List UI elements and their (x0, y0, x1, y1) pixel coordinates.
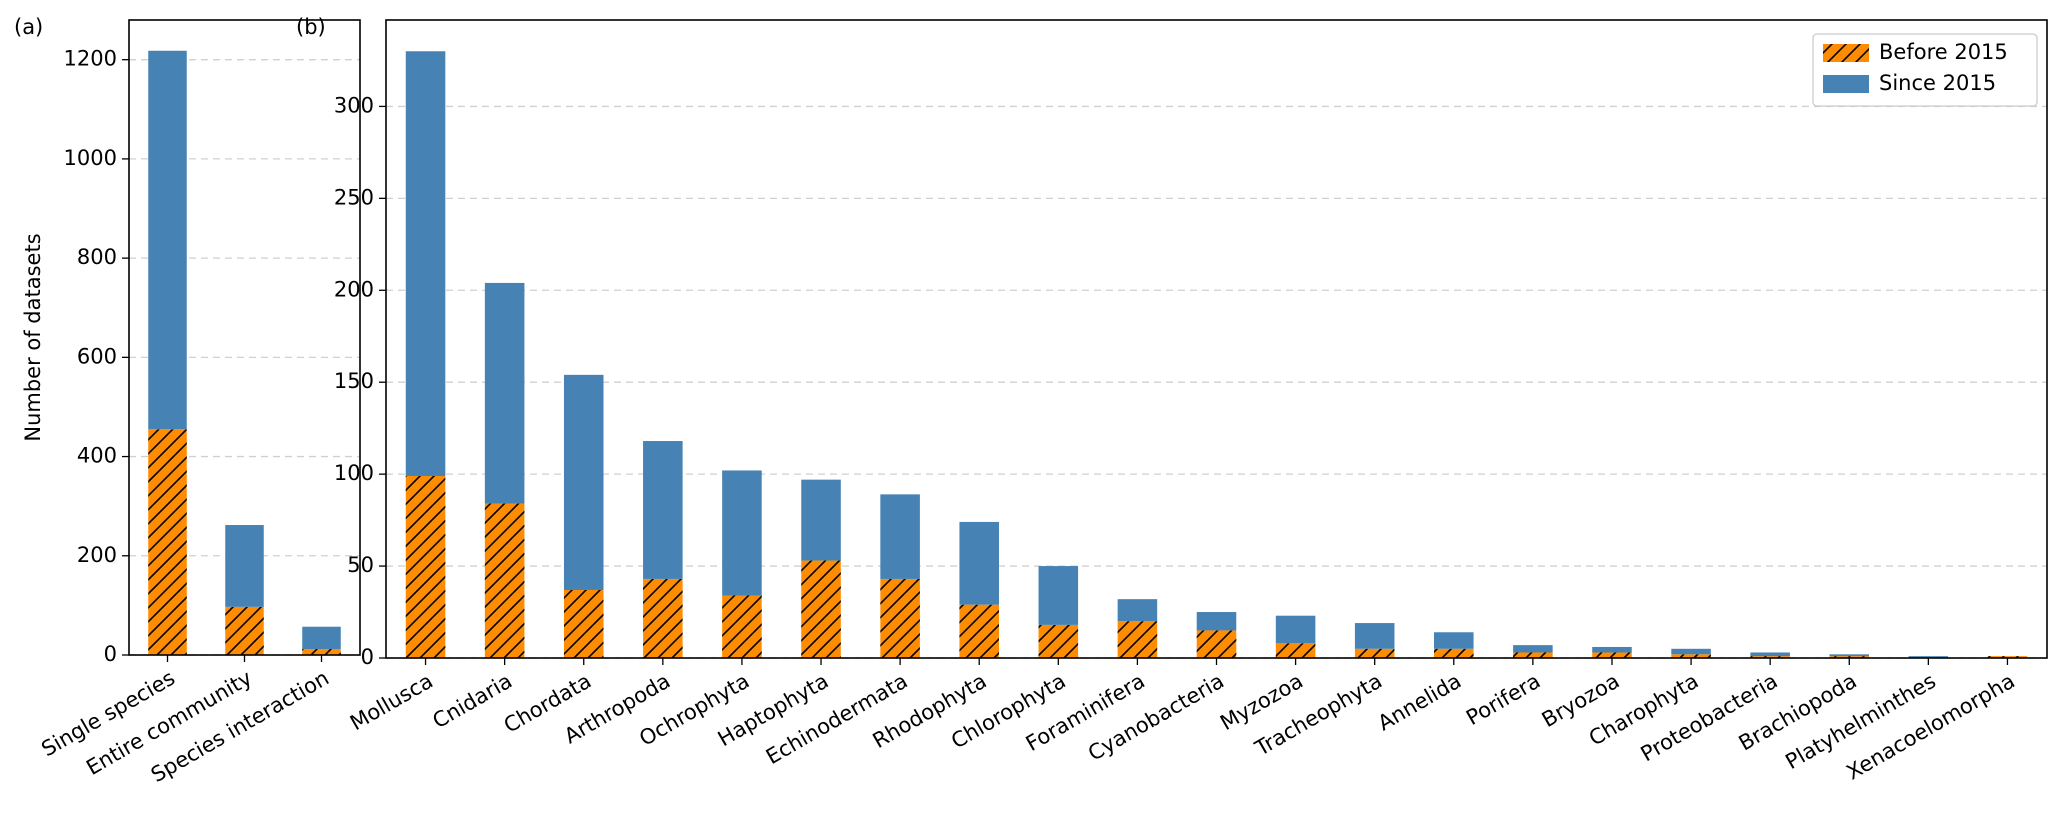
y-tick-label: 600 (77, 344, 117, 368)
bar-segment (1829, 654, 1870, 657)
bar-segment (405, 51, 446, 476)
bar-hatch (405, 475, 446, 658)
y-tick-label: 100 (334, 461, 374, 485)
axes-frame (385, 19, 2048, 659)
legend-swatch (1823, 75, 1869, 93)
y-tick-label: 400 (77, 444, 117, 468)
bar-hatch (880, 578, 920, 658)
bar-hatch (1592, 652, 1632, 658)
bar-segment (1908, 656, 1949, 658)
panel-label: (b) (296, 15, 326, 39)
bar-segment (1196, 612, 1237, 631)
bar-segment (1750, 652, 1790, 657)
bar-segment (484, 282, 525, 504)
bar-hatch (1275, 643, 1316, 658)
x-tick-label: Cyanobacteria (1084, 669, 1228, 766)
bar-segment (880, 494, 920, 579)
bar-hatch (1434, 648, 1474, 658)
bar-segment (225, 525, 264, 607)
y-tick-label: 1200 (64, 47, 117, 71)
legend-label: Before 2015 (1879, 40, 2008, 64)
y-axis-label: Number of datasets (21, 233, 45, 441)
y-tick-label: 0 (104, 642, 117, 666)
legend-hatch (1823, 44, 1869, 62)
bar-segment (1354, 623, 1395, 649)
bar-segment (1592, 646, 1632, 653)
bar-hatch (225, 606, 264, 655)
bar-hatch (643, 578, 683, 658)
bar-hatch (1354, 648, 1395, 658)
y-tick-label: 200 (77, 543, 117, 567)
y-tick-label: 250 (334, 185, 374, 209)
bar-segment (1117, 599, 1158, 622)
bar-hatch (302, 649, 341, 655)
bar-hatch (1987, 656, 2028, 658)
bar-hatch (1513, 652, 1553, 658)
bar-segment (801, 479, 841, 561)
panel-label: (a) (14, 15, 43, 39)
bar-segment (302, 626, 341, 650)
bar-segment (643, 441, 683, 579)
x-tick-label: Annelida (1374, 669, 1465, 736)
bar-hatch (1038, 624, 1079, 658)
bar-hatch (722, 595, 762, 658)
legend-label: Since 2015 (1879, 71, 1996, 95)
bar-hatch (1829, 656, 1870, 658)
bar-hatch (148, 429, 187, 655)
x-tick-label: Mollusca (346, 669, 437, 735)
y-tick-label: 50 (347, 553, 374, 577)
y-tick-label: 1000 (64, 146, 117, 170)
y-tick-label: 800 (77, 245, 117, 269)
bar-segment (1275, 615, 1316, 644)
bar-segment (563, 374, 604, 590)
bar-hatch (801, 560, 841, 658)
bar-hatch (1750, 656, 1790, 658)
bar-segment (1671, 648, 1711, 655)
bar-hatch (1671, 654, 1711, 658)
y-tick-label: 200 (334, 277, 374, 301)
y-tick-label: 150 (334, 369, 374, 393)
bar-segment (1513, 645, 1553, 653)
bar-segment (148, 50, 187, 430)
y-tick-label: 300 (334, 93, 374, 117)
bar-hatch (1196, 630, 1237, 658)
bar-hatch (1117, 621, 1158, 658)
bar-hatch (563, 589, 604, 658)
bar-segment (1038, 566, 1079, 625)
bar-hatch (484, 503, 525, 658)
x-tick-label: Echinodermata (762, 669, 912, 769)
bar-segment (722, 470, 762, 596)
x-tick-label: Porifera (1462, 669, 1544, 730)
bar-segment (1434, 632, 1474, 649)
y-tick-label: 0 (361, 645, 374, 669)
axes-frame (128, 19, 361, 656)
bar-segment (959, 521, 999, 605)
bar-hatch (959, 604, 999, 658)
x-tick-label: Proteobacteria (1637, 669, 1782, 767)
